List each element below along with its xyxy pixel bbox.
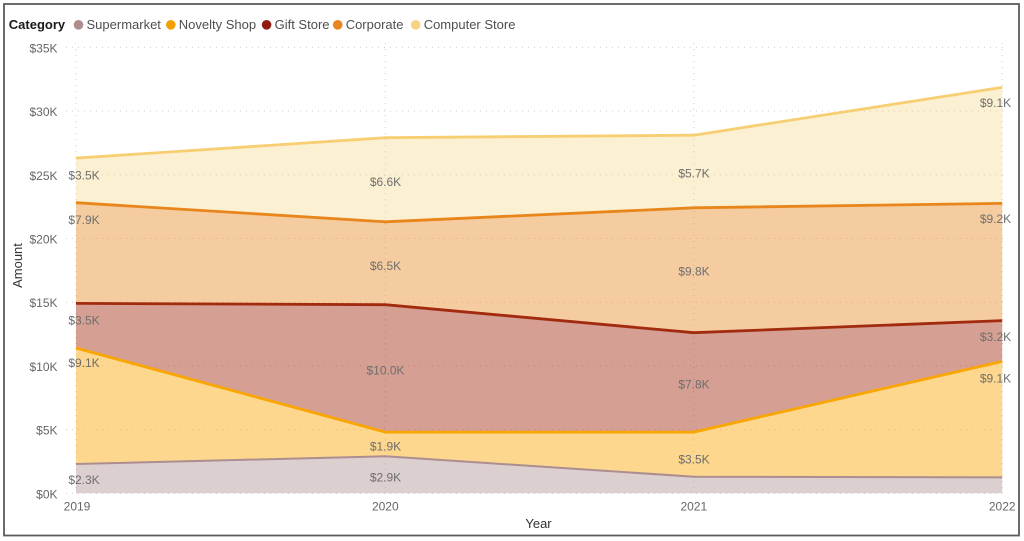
svg-text:Amount: Amount [10,243,25,288]
svg-text:$30K: $30K [29,105,57,119]
svg-text:$3.2K: $3.2K [980,330,1011,344]
svg-text:$6.5K: $6.5K [370,259,401,273]
svg-text:$9.8K: $9.8K [678,264,709,278]
svg-text:$5.7K: $5.7K [678,167,709,181]
svg-text:$0K: $0K [36,487,57,501]
svg-text:Computer Store: Computer Store [424,17,516,32]
svg-text:$3.5K: $3.5K [68,169,99,183]
svg-text:$15K: $15K [29,296,57,310]
svg-text:$9.1K: $9.1K [980,96,1011,110]
svg-text:$5K: $5K [36,424,57,438]
svg-text:2021: 2021 [680,499,707,513]
svg-text:Novelty Shop: Novelty Shop [179,17,256,32]
svg-text:$10.0K: $10.0K [366,364,404,378]
svg-text:$10K: $10K [29,360,57,374]
svg-text:$35K: $35K [29,41,57,55]
svg-text:$1.9K: $1.9K [370,439,401,453]
svg-text:Supermarket: Supermarket [87,17,162,32]
svg-text:$9.1K: $9.1K [980,372,1011,386]
svg-text:$6.6K: $6.6K [370,175,401,189]
svg-text:$2.3K: $2.3K [68,473,99,487]
svg-text:Gift Store: Gift Store [275,17,330,32]
svg-text:$7.8K: $7.8K [678,378,709,392]
svg-text:$20K: $20K [29,233,57,247]
svg-text:2019: 2019 [64,499,91,513]
svg-text:Category: Category [9,17,66,32]
svg-text:Year: Year [525,516,552,531]
svg-text:$9.1K: $9.1K [68,356,99,370]
svg-text:Corporate: Corporate [346,17,404,32]
svg-text:$9.2K: $9.2K [980,212,1011,226]
svg-text:$3.5K: $3.5K [678,453,709,467]
svg-text:$3.5K: $3.5K [68,313,99,327]
svg-text:$7.9K: $7.9K [68,213,99,227]
svg-text:2022: 2022 [989,499,1016,513]
svg-text:$25K: $25K [29,169,57,183]
svg-text:2020: 2020 [372,499,399,513]
svg-text:$2.9K: $2.9K [370,471,401,485]
